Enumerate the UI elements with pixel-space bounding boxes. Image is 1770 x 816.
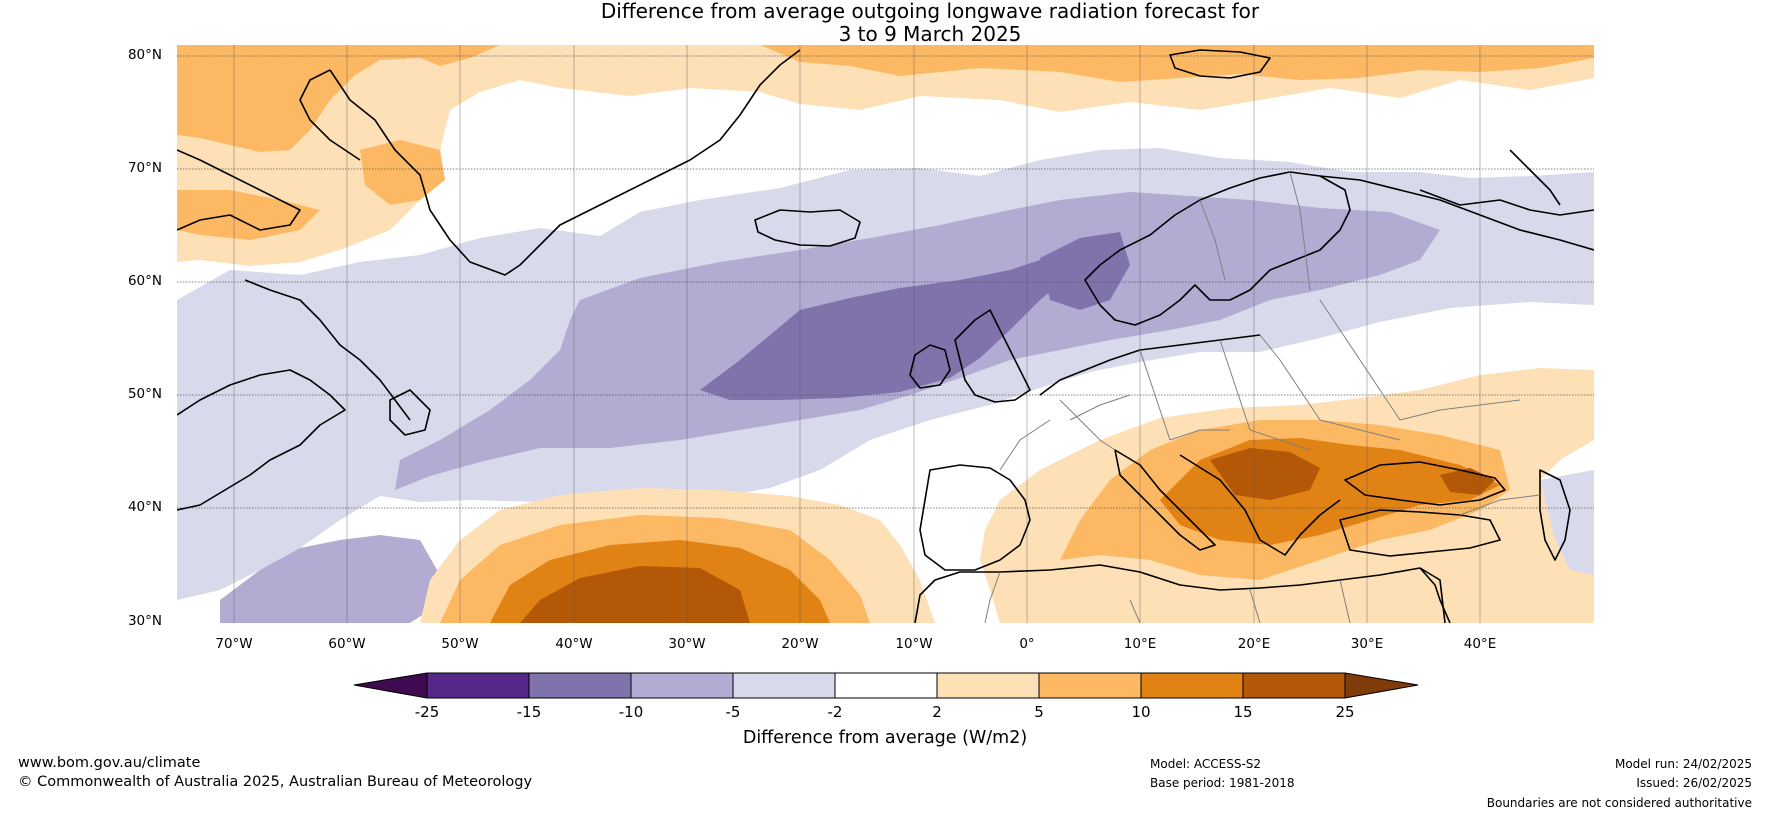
coast-africa-north bbox=[914, 564, 1446, 623]
chart-title: Difference from average outgoing longwav… bbox=[0, 0, 1770, 46]
lon-label-30w: 30°W bbox=[668, 636, 706, 652]
anomaly-positive-subtropic-dark bbox=[520, 566, 750, 623]
colorbar-tick: -15 bbox=[516, 703, 542, 721]
coast-iberia bbox=[919, 464, 1031, 571]
lon-label-10w: 10°W bbox=[895, 636, 933, 652]
footer-website: www.bom.gov.au/climate bbox=[18, 755, 201, 771]
colorbar-title: Difference from average (W/m2) bbox=[742, 728, 1028, 748]
colorbar-tick: -5 bbox=[725, 703, 741, 721]
lon-label-20e: 20°E bbox=[1237, 636, 1271, 652]
colorbar-swatch-9 bbox=[1243, 673, 1345, 698]
colorbar-swatch-3 bbox=[631, 673, 733, 698]
coast-scandinavia bbox=[1084, 171, 1351, 326]
colorbar-swatch-1 bbox=[427, 673, 529, 698]
lon-label-50w: 50°W bbox=[441, 636, 479, 652]
coast-labrador bbox=[177, 369, 346, 511]
colorbar-swatch-5 bbox=[835, 673, 937, 698]
coast-newfoundland bbox=[389, 389, 431, 436]
colorbar-tick: -10 bbox=[618, 703, 644, 721]
coast-iceland bbox=[754, 209, 861, 247]
colorbar-tick: 25 bbox=[1335, 703, 1355, 721]
anomaly-positive-arctic-mid bbox=[177, 45, 500, 152]
colorbar-extend-low bbox=[354, 673, 427, 698]
lat-label-30n: 30°N bbox=[127, 613, 162, 629]
footer-model: Model: ACCESS-S2 bbox=[1150, 757, 1262, 771]
coastlines bbox=[177, 49, 1594, 623]
coast-caspian bbox=[1539, 469, 1571, 561]
title-line-2: 3 to 9 March 2025 bbox=[838, 22, 1022, 46]
coast-balkans bbox=[1179, 454, 1341, 556]
colorbar-extend-high bbox=[1345, 673, 1418, 698]
footer-base-period: Base period: 1981-2018 bbox=[1150, 776, 1295, 790]
lon-label-20w: 20°W bbox=[781, 636, 819, 652]
coast-svalbard bbox=[1169, 49, 1271, 79]
colorbar-swatch-6 bbox=[937, 673, 1039, 698]
lon-label-40w: 40°W bbox=[555, 636, 593, 652]
anomaly-negative-dark bbox=[700, 255, 1070, 400]
title-line-1: Difference from average outgoing longwav… bbox=[600, 0, 1260, 23]
coast-greenland-west bbox=[299, 69, 361, 161]
lon-label-30e: 30°E bbox=[1350, 636, 1384, 652]
lat-label-40n: 40°N bbox=[127, 499, 162, 515]
coast-blacksea bbox=[1344, 461, 1506, 506]
anomaly-positive-arctic-light bbox=[177, 45, 1594, 266]
coast-arctic-russia bbox=[1419, 189, 1594, 216]
coast-turkey bbox=[1339, 509, 1501, 557]
footer-copyright: © Commonwealth of Australia 2025, Austra… bbox=[18, 774, 533, 790]
lat-label-80n: 80°N bbox=[127, 47, 162, 63]
lon-label-40e: 40°E bbox=[1463, 636, 1497, 652]
coast-baffin bbox=[177, 149, 301, 231]
coast-europe-west bbox=[1039, 334, 1261, 396]
footer-model-run: Model run: 24/02/2025 bbox=[1614, 757, 1752, 771]
lon-label-70w: 70°W bbox=[215, 636, 253, 652]
footer-disclaimer: Boundaries are not considered authoritat… bbox=[1486, 796, 1752, 810]
footer-issued: Issued: 26/02/2025 bbox=[1636, 776, 1752, 790]
coast-finland-russia bbox=[1319, 175, 1594, 251]
lon-label-10e: 10°E bbox=[1123, 636, 1157, 652]
anomaly-positive-med-dark bbox=[1210, 448, 1320, 500]
lat-label-60n: 60°N bbox=[127, 273, 162, 289]
anomaly-positive-arctic-mid-2 bbox=[760, 45, 1594, 82]
colorbar-tick: 5 bbox=[1034, 703, 1044, 721]
coast-novaya-zemlya bbox=[1509, 149, 1561, 206]
anomaly-negative-mid-sw bbox=[220, 535, 440, 623]
lon-label-0: 0° bbox=[1019, 636, 1035, 652]
lat-label-50n: 50°N bbox=[127, 386, 162, 402]
colorbar-swatch-4 bbox=[733, 673, 835, 698]
country-borders bbox=[984, 171, 1541, 623]
colorbar-tick: 10 bbox=[1131, 703, 1151, 721]
coast-italy bbox=[1114, 449, 1216, 551]
lon-label-60w: 60°W bbox=[328, 636, 366, 652]
colorbar bbox=[353, 672, 1419, 699]
coast-eastern-med bbox=[1419, 567, 1451, 623]
colorbar-tick: 15 bbox=[1233, 703, 1253, 721]
colorbar-tick: 2 bbox=[932, 703, 942, 721]
graticule bbox=[177, 45, 1594, 623]
colorbar-swatch-2 bbox=[529, 673, 631, 698]
anomaly-negative-dark-scand bbox=[1040, 232, 1130, 310]
coast-britain bbox=[954, 309, 1031, 403]
colorbar-swatch-8 bbox=[1141, 673, 1243, 698]
colorbar-tick: -25 bbox=[414, 703, 440, 721]
coast-ireland bbox=[909, 344, 951, 389]
anomaly-negative-light-east bbox=[1540, 470, 1594, 575]
colorbar-swatch-7 bbox=[1039, 673, 1141, 698]
lat-label-70n: 70°N bbox=[127, 160, 162, 176]
colorbar-tick: -2 bbox=[827, 703, 843, 721]
coast-labrador-north bbox=[244, 279, 411, 421]
coast-greenland bbox=[329, 49, 801, 276]
